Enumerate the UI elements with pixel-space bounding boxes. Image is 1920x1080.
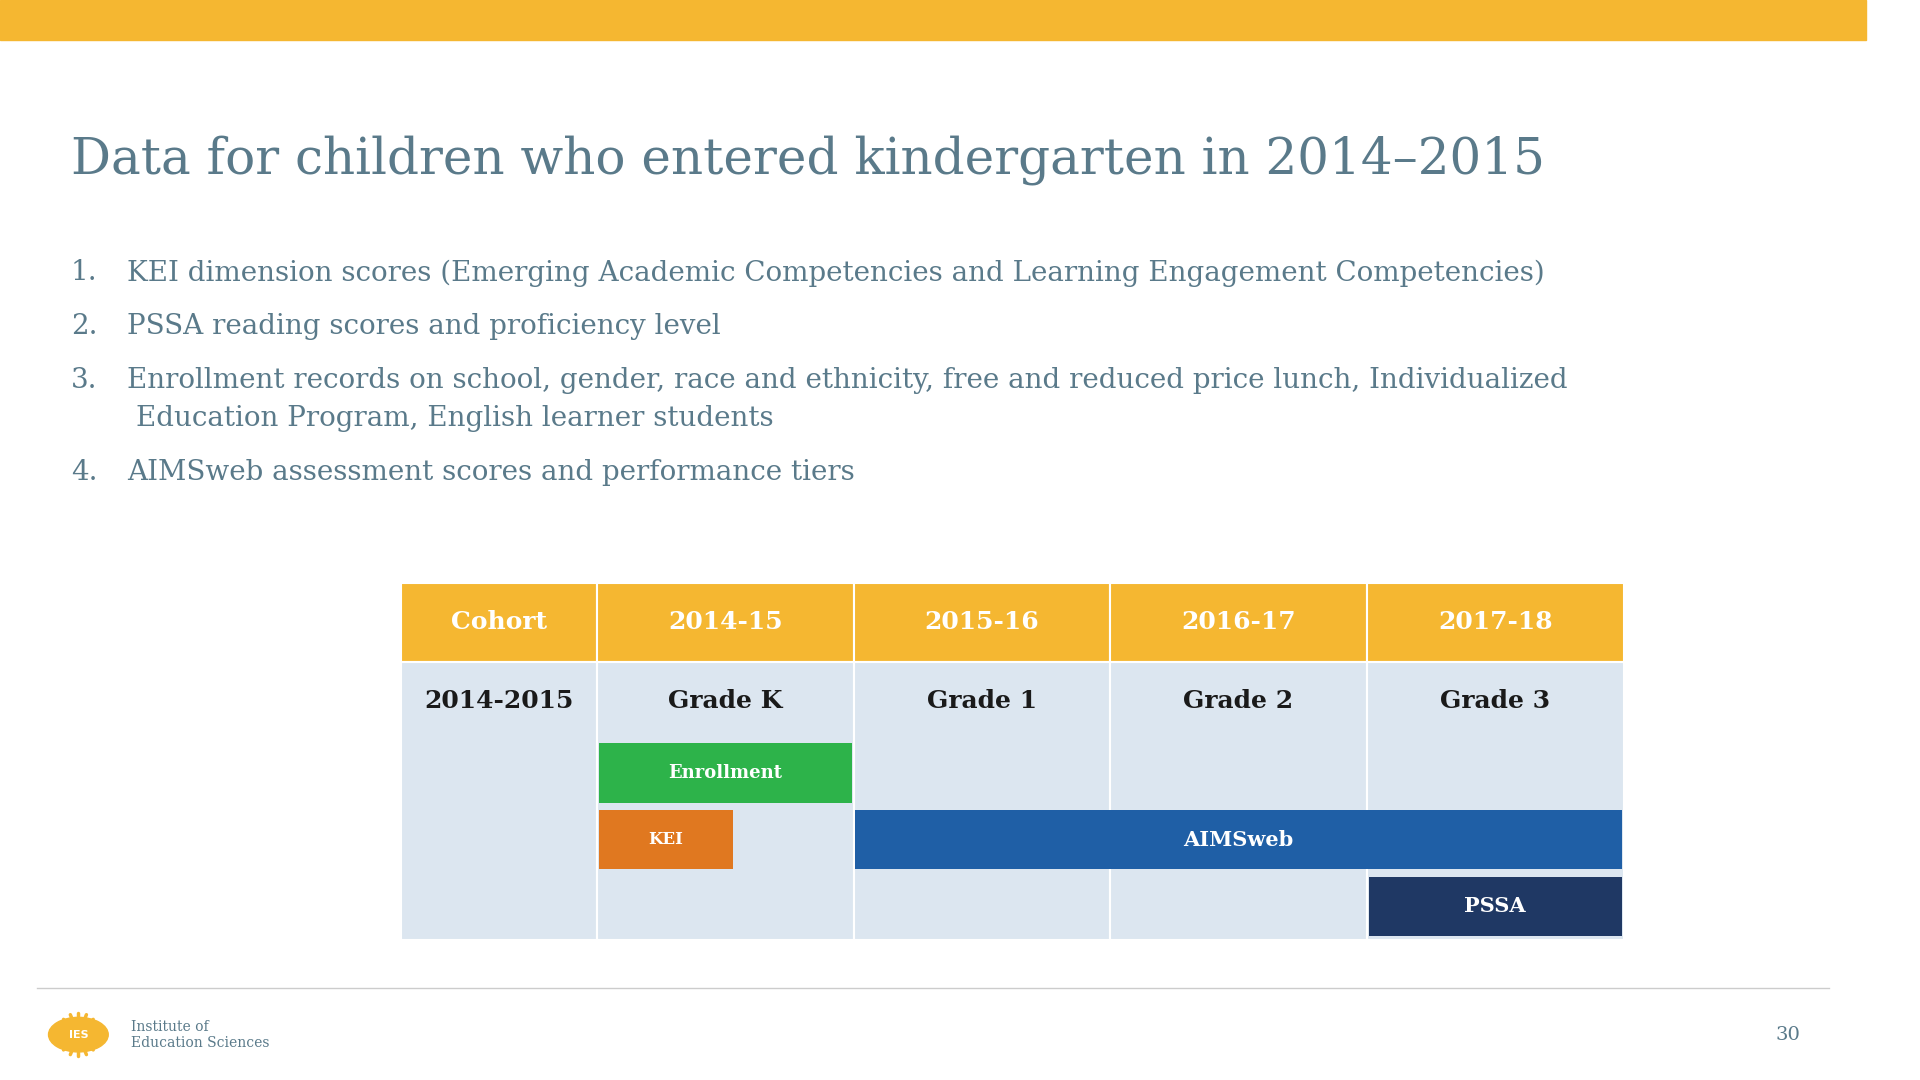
Text: Institute of
Education Sciences: Institute of Education Sciences xyxy=(131,1020,269,1050)
Text: 2014-15: 2014-15 xyxy=(668,610,783,634)
Bar xyxy=(1110,662,1367,940)
Text: 2014-2015: 2014-2015 xyxy=(424,689,574,713)
Bar xyxy=(599,810,733,869)
Text: AIMSweb: AIMSweb xyxy=(1183,829,1294,850)
Bar xyxy=(401,662,597,940)
Text: 30: 30 xyxy=(1776,1026,1801,1043)
Bar xyxy=(597,583,854,662)
Text: Grade 3: Grade 3 xyxy=(1440,689,1549,713)
Circle shape xyxy=(48,1017,108,1052)
Text: 1.: 1. xyxy=(71,259,98,286)
Text: AIMSweb assessment scores and performance tiers: AIMSweb assessment scores and performanc… xyxy=(127,459,854,486)
Text: Grade 1: Grade 1 xyxy=(927,689,1037,713)
Text: Education Program, English learner students: Education Program, English learner stude… xyxy=(136,405,774,432)
Bar xyxy=(597,662,854,940)
Text: Grade 2: Grade 2 xyxy=(1183,689,1294,713)
Text: 2.: 2. xyxy=(71,313,98,340)
Bar xyxy=(854,662,1110,940)
Text: Enrollment records on school, gender, race and ethnicity, free and reduced price: Enrollment records on school, gender, ra… xyxy=(127,367,1567,394)
Text: 2016-17: 2016-17 xyxy=(1181,610,1296,634)
Text: 2015-16: 2015-16 xyxy=(925,610,1039,634)
Text: KEI: KEI xyxy=(649,831,684,848)
Text: IES: IES xyxy=(69,1029,88,1040)
Text: Data for children who entered kindergarten in 2014–2015: Data for children who entered kindergart… xyxy=(71,135,1546,185)
Bar xyxy=(1367,583,1624,662)
Text: 3.: 3. xyxy=(71,367,98,394)
Text: 2017-18: 2017-18 xyxy=(1438,610,1553,634)
Text: Grade K: Grade K xyxy=(668,689,783,713)
Bar xyxy=(1367,662,1624,940)
Text: PSSA: PSSA xyxy=(1465,896,1526,916)
Text: Enrollment: Enrollment xyxy=(668,764,781,782)
Bar xyxy=(1369,877,1622,935)
Text: KEI dimension scores (Emerging Academic Competencies and Learning Engagement Com: KEI dimension scores (Emerging Academic … xyxy=(127,259,1546,286)
Bar xyxy=(1110,583,1367,662)
Bar xyxy=(856,810,1622,869)
Bar xyxy=(599,743,852,802)
Text: 4.: 4. xyxy=(71,459,98,486)
Text: Cohort: Cohort xyxy=(451,610,547,634)
Bar xyxy=(0,0,1866,40)
Bar xyxy=(854,583,1110,662)
Text: PSSA reading scores and proficiency level: PSSA reading scores and proficiency leve… xyxy=(127,313,720,340)
Bar xyxy=(401,583,597,662)
